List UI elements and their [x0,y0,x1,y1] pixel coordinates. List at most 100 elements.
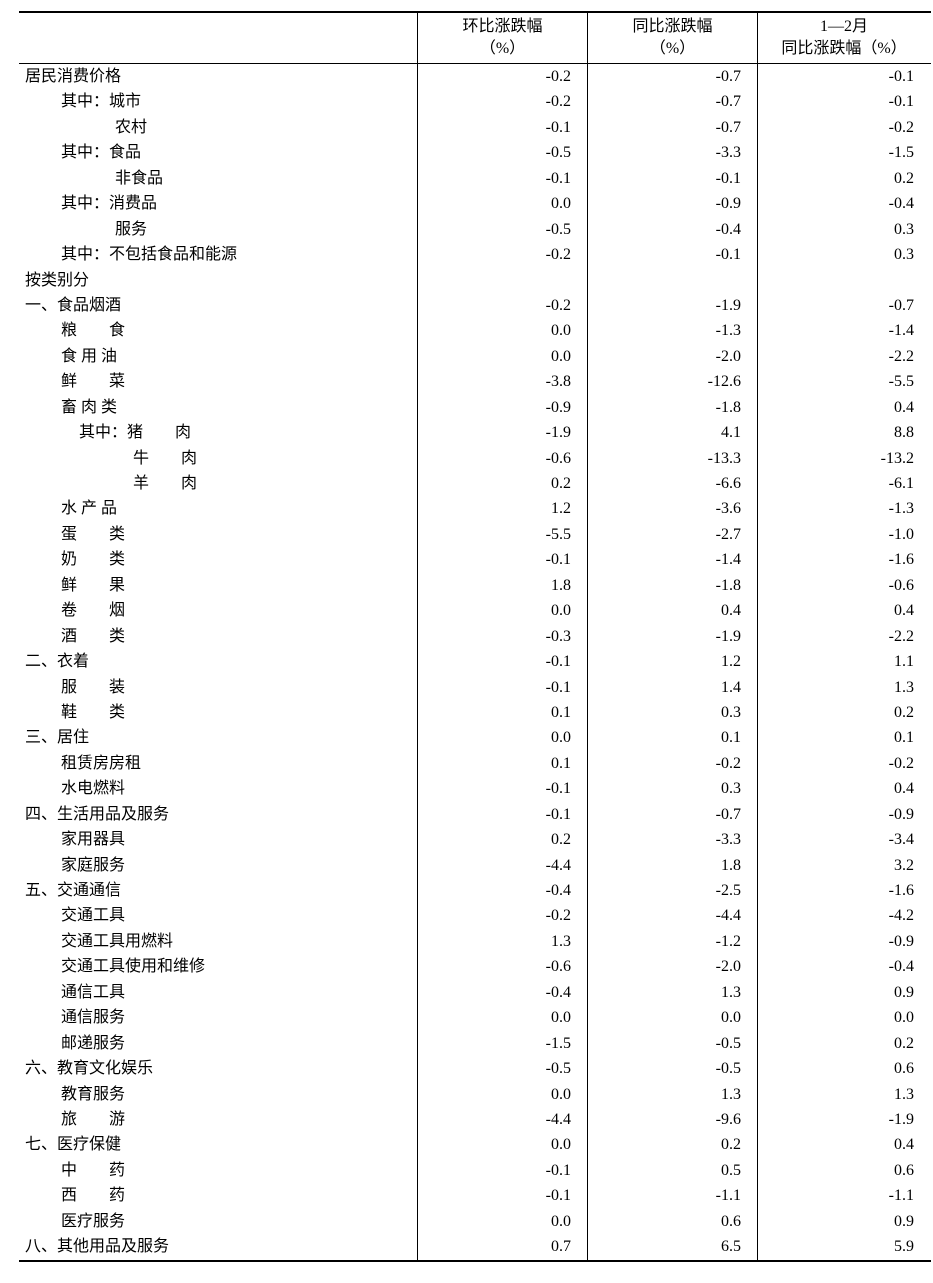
ytd-value: 0.2 [757,699,930,726]
mom-value: -0.5 [417,1056,587,1082]
table-row: 租赁房房租 0.1 -0.2 -0.2 [19,750,931,777]
ytd-value [757,267,930,293]
row-label: 非食品 [115,169,164,187]
mom-value: -0.1 [417,674,587,700]
table-row: 鲜 菜 -3.8 -12.6 -5.5 [19,369,931,395]
yoy-value: -12.6 [587,369,757,395]
table-row: 家庭服务 -4.4 1.8 3.2 [19,852,931,878]
row-label-cell: 鲜 果 [19,573,417,598]
table-row: 交通工具 -0.2 -4.4 -4.2 [19,903,931,929]
yoy-value: -1.2 [587,928,757,955]
mom-value: 0.1 [417,750,587,777]
ytd-value: 0.9 [757,979,930,1006]
ytd-value: -1.5 [757,140,930,166]
yoy-value: -2.0 [587,343,757,370]
mom-value: -4.4 [417,852,587,878]
mom-value: -0.2 [417,64,587,90]
table-row: 医疗服务 0.0 0.6 0.9 [19,1208,931,1235]
mom-value: 0.0 [417,1208,587,1235]
mom-value: -0.1 [417,801,587,828]
table-row: 旅 游 -4.4 -9.6 -1.9 [19,1106,931,1133]
row-label-cell: 家用器具 [19,827,417,852]
ytd-value: 0.6 [757,1056,930,1082]
header-ytd-line2: 同比涨跌幅（%） [781,40,907,57]
ytd-value: -1.1 [757,1183,930,1209]
mom-value: -1.9 [417,420,587,446]
yoy-value: -2.5 [587,878,757,904]
yoy-value: 0.2 [587,1132,757,1158]
ytd-value: 0.4 [757,776,930,802]
table-row: 中 药 -0.1 0.5 0.6 [19,1157,931,1184]
yoy-value: -0.1 [587,242,757,268]
yoy-value: -4.4 [587,903,757,929]
ytd-value: 0.4 [757,598,930,624]
row-label: 租赁房房租 [61,754,142,772]
mom-value: 0.2 [417,827,587,853]
header-yoy-line1: 同比涨跌幅 [632,18,713,35]
yoy-value: 0.6 [587,1208,757,1235]
ytd-value: -0.7 [757,292,930,319]
mom-value: 1.3 [417,928,587,955]
row-label: 鲜 果 [61,576,126,594]
row-label: 农村 [115,118,148,136]
mom-value: 0.0 [417,191,587,217]
yoy-value: -9.6 [587,1106,757,1133]
table-row: 畜 肉 类 -0.9 -1.8 0.4 [19,394,931,421]
ytd-value: -0.9 [757,928,930,955]
row-label-cell: 非食品 [19,166,417,191]
ytd-value: 0.2 [757,1030,930,1057]
row-label: 交通工具使用和维修 [61,958,206,976]
mom-value: -1.5 [417,1030,587,1057]
mom-value: -0.1 [417,547,587,573]
table-row: 非食品 -0.1 -0.1 0.2 [19,165,931,192]
yoy-value: 1.3 [587,1081,757,1107]
row-label-cell: 畜 肉 类 [19,395,417,420]
yoy-value: 6.5 [587,1234,757,1260]
ytd-value: -0.4 [757,191,930,217]
table-row: 交通工具用燃料 1.3 -1.2 -0.9 [19,928,931,955]
cpi-table: 环比涨跌幅 （%） 同比涨跌幅 （%） 1—2月 同比涨跌幅（%） 居民消费价格… [19,11,931,1262]
mom-value: -0.9 [417,394,587,421]
row-label-cell: 七、医疗保健 [19,1132,417,1157]
row-label: 家用器具 [61,831,126,849]
mom-value: 0.0 [417,1081,587,1107]
row-label: 通信服务 [61,1009,126,1027]
table-row: 居民消费价格 -0.2 -0.7 -0.1 [19,64,931,90]
header-yoy-line2: （%） [649,40,696,57]
ytd-value: -13.2 [757,445,930,471]
row-label-cell: 交通工具 [19,903,417,928]
ytd-value: -1.0 [757,521,930,548]
row-label: 牛 肉 [133,449,198,467]
yoy-value: -0.2 [587,750,757,777]
table-row: 通信工具 -0.4 1.3 0.9 [19,979,931,1006]
row-label: 奶 类 [61,551,126,569]
yoy-value: -1.8 [587,572,757,599]
row-label: 其中：消费品 [61,195,158,213]
ytd-value: -1.4 [757,318,930,344]
mom-value: -0.4 [417,878,587,904]
yoy-value: -6.6 [587,471,757,497]
mom-value: 0.2 [417,471,587,497]
yoy-value: 0.5 [587,1157,757,1184]
row-label-cell: 服务 [19,217,417,242]
yoy-value: 4.1 [587,420,757,446]
header-mom: 环比涨跌幅 （%） [417,13,587,63]
yoy-value: -1.4 [587,547,757,573]
yoy-value: -2.0 [587,954,757,980]
row-label-cell: 六、教育文化娱乐 [19,1056,417,1081]
row-label: 服务 [115,220,148,238]
header-blank [19,13,417,63]
ytd-value: 0.1 [757,725,930,751]
yoy-value: 1.8 [587,852,757,878]
table-row: 八、其他用品及服务 0.7 6.5 5.9 [19,1234,931,1260]
ytd-value: -0.6 [757,572,930,599]
table-row: 教育服务 0.0 1.3 1.3 [19,1081,931,1107]
mom-value: -0.6 [417,445,587,471]
row-label: 鲜 菜 [61,373,126,391]
ytd-value: 3.2 [757,852,930,878]
row-label-cell: 交通工具使用和维修 [19,954,417,979]
ytd-value: -5.5 [757,369,930,395]
ytd-value: 1.3 [757,674,930,700]
row-label-cell: 邮递服务 [19,1031,417,1056]
row-label-cell: 食 用 油 [19,344,417,369]
